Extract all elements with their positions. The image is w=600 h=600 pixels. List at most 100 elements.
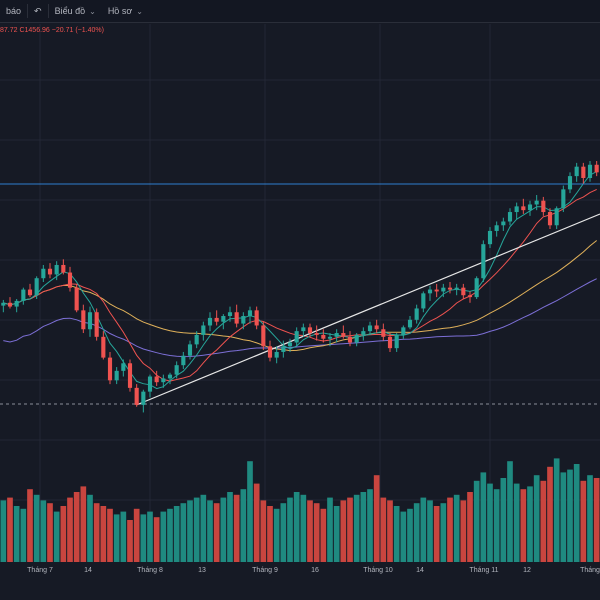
candle-body [194,334,199,345]
volume-bar [367,489,373,562]
volume-bar [147,511,153,562]
volume-bar [493,489,500,562]
volume-bar [293,492,300,562]
volume-bar [380,497,387,562]
volume-bar [200,494,207,562]
volume-bar [547,466,553,562]
candle-body [7,302,13,307]
volume-bar [540,480,547,562]
volume-bar [533,475,540,562]
candle-body [207,317,213,326]
volume-bar [80,486,87,562]
candle-body [67,272,73,288]
candle-body [187,344,193,356]
ohlc-values: 87.72 C1456.96 −20.71 (−1.40%) [0,27,104,34]
volume-bar [93,503,100,562]
candle-body [321,334,326,339]
volume-bar [67,497,73,562]
indicators-label: báo [6,6,22,16]
candle-body [161,378,166,383]
volume-bar [393,506,400,562]
chart-toolbar: báo ↶ Biểu đồ ⌄ Hồ sơ ⌄ [0,0,600,23]
x-axis-tick-label: Tháng 9 [252,567,278,574]
candle-body [134,387,139,405]
candle-body [501,221,506,226]
candle-body [587,164,593,179]
candle-body [181,355,186,366]
indicators-menu[interactable]: báo [0,0,27,22]
volume-bar [520,489,527,562]
candle-body [247,310,253,317]
volume-bar [373,475,380,562]
x-axis-tick-label: 13 [198,567,206,574]
volume-bar [553,458,560,562]
candle-body [287,342,293,347]
volume-bar [467,492,473,562]
candle-body [461,287,466,296]
candle-body [514,206,519,213]
candle-body [307,327,313,334]
x-axis-tick-label: Tháng 8 [137,567,163,574]
candle-body [354,334,359,343]
candle-body [154,376,159,383]
candle-body [554,208,559,226]
volume-bar [153,517,160,562]
candle-body [534,200,539,205]
candle-body [547,212,553,226]
volume-bar [187,500,193,562]
volume-bar [340,500,347,562]
volume-bar [500,478,507,562]
candle-body [167,374,173,379]
volume-bar [260,500,267,562]
volume-bar [40,500,47,562]
candle-body [254,310,259,326]
candle-body [394,334,399,349]
volume-bar [47,503,53,562]
volume-bar [240,489,247,562]
toolbar-divider [27,4,29,18]
x-axis-tick-label: 14 [84,567,92,574]
volume-bar [0,500,7,562]
candle-body [147,376,153,392]
volume-bar [453,494,460,562]
volume-bar [387,500,393,562]
volume-bar [573,464,580,562]
candle-body [447,287,453,290]
volume-bar [87,494,93,562]
candle-body [121,363,126,371]
volume-bar [333,506,340,562]
volume-bar [33,494,40,562]
volume-bar [287,497,293,562]
volume-bar [207,500,213,562]
volume-bar [227,492,233,562]
volume-bar [567,469,573,562]
support-trend-line [136,213,600,406]
profile-menu-button[interactable]: Hồ sơ ⌄ [102,0,149,22]
volume-bar [180,503,187,562]
volume-bar [407,508,413,562]
volume-bar [587,475,593,562]
candle-body [381,329,386,337]
volume-bar [313,503,320,562]
volume-bar [107,508,113,562]
volume-bar [480,472,487,562]
candle-body [474,278,479,298]
chart-menu-button[interactable]: Biểu đồ ⌄ [49,0,102,22]
volume-bar [173,506,180,562]
candle-body [401,327,406,335]
volume-bar [400,511,407,562]
candle-body [387,336,393,349]
x-axis-tick-label: 14 [416,567,424,574]
candle-body [374,325,379,330]
volume-bar [360,492,367,562]
candle-body [114,370,119,381]
candle-body [594,164,599,173]
volume-bar [320,508,327,562]
candle-body [367,325,373,332]
candle-body [334,333,339,337]
volume-bar [113,514,120,562]
candle-body [94,312,99,337]
undo-button[interactable]: ↶ [28,0,48,22]
candle-body [27,289,33,296]
